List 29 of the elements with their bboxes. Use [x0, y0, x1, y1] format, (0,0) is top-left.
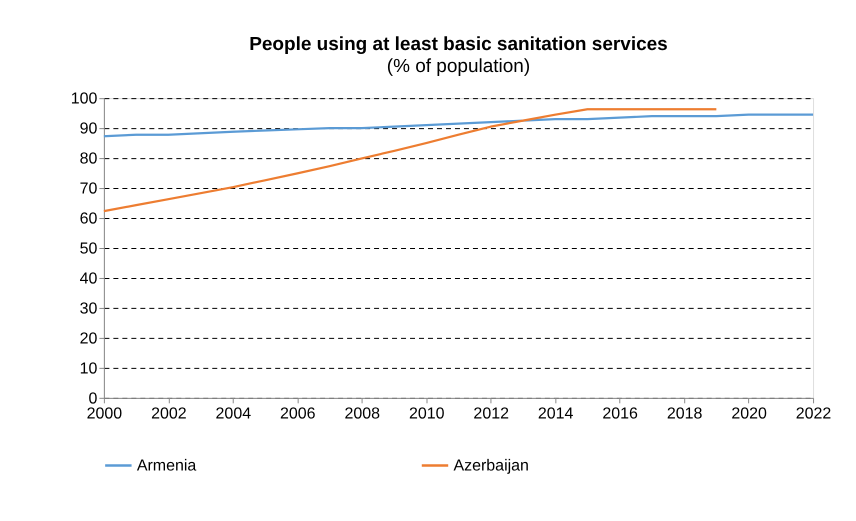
- y-tick-label: 40: [80, 270, 98, 288]
- x-tick-label: 2010: [408, 405, 445, 422]
- y-tick-label: 60: [80, 210, 98, 228]
- x-tick-label: 2022: [796, 405, 832, 422]
- x-tick-label: 2018: [666, 405, 702, 422]
- x-tick-label: 2014: [538, 405, 574, 422]
- chart-title: People using at least basic sanitation services: [249, 34, 668, 56]
- y-tick-label: 80: [80, 150, 98, 168]
- line-series: [102, 108, 718, 212]
- y-tick-label: 20: [80, 330, 98, 348]
- x-tick-label: 2016: [602, 405, 638, 422]
- x-tick-label: 2002: [151, 405, 187, 422]
- y-tick-label: 30: [80, 300, 98, 318]
- x-tick-label: 2004: [216, 405, 252, 422]
- x-tick-label: 2006: [280, 405, 316, 422]
- chart-subtitle: (% of population): [386, 56, 530, 78]
- legend-label: Azerbaijan: [453, 457, 529, 474]
- x-tick-label: 2012: [473, 405, 510, 422]
- legend-label: Armenia: [136, 457, 196, 474]
- x-tick-label: 2020: [731, 405, 767, 422]
- y-tick-label: 10: [80, 360, 98, 378]
- y-tick-label: 90: [80, 120, 98, 138]
- x-tick-label: 2008: [344, 405, 380, 422]
- y-tick-label: 50: [80, 240, 98, 258]
- x-tick-label: 2000: [86, 405, 122, 422]
- line-series: [102, 114, 814, 138]
- y-tick-label: 100: [70, 90, 98, 108]
- y-tick-label: 70: [80, 180, 98, 198]
- y-tick-label: 0: [88, 390, 98, 408]
